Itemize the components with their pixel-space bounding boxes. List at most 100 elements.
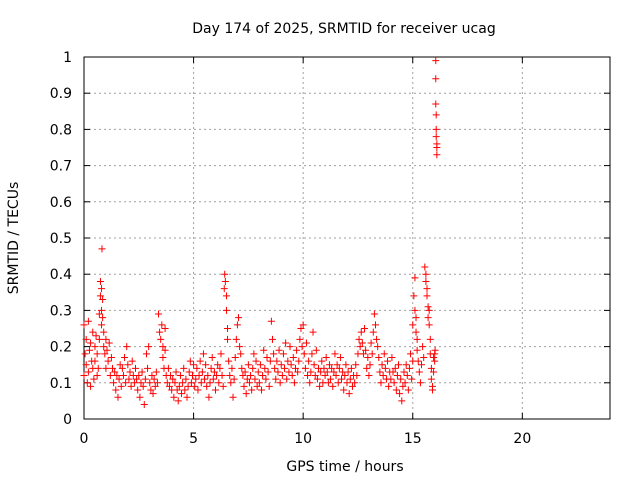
data-point	[279, 350, 287, 358]
data-point	[359, 350, 367, 358]
data-point	[344, 368, 352, 376]
data-point	[122, 379, 130, 387]
data-point	[112, 386, 120, 394]
data-point	[425, 321, 433, 329]
data-point	[422, 277, 430, 285]
data-point	[156, 328, 164, 336]
data-point	[428, 386, 436, 394]
data-point	[312, 346, 320, 354]
data-point	[247, 372, 255, 380]
data-point	[274, 368, 282, 376]
data-point	[187, 379, 195, 387]
data-point	[393, 372, 401, 380]
data-point	[119, 372, 127, 380]
data-point	[91, 357, 99, 365]
data-point	[251, 375, 259, 383]
data-point	[427, 375, 435, 383]
data-point	[170, 393, 178, 401]
data-point	[433, 151, 441, 159]
data-point	[432, 75, 440, 83]
data-point	[167, 372, 175, 380]
data-point	[188, 372, 196, 380]
data-point	[137, 379, 145, 387]
data-point	[423, 292, 431, 300]
data-point	[385, 382, 393, 390]
data-point	[87, 339, 95, 347]
data-point	[198, 368, 206, 376]
data-point	[289, 353, 297, 361]
data-point	[195, 372, 203, 380]
data-point	[83, 379, 91, 387]
data-point	[208, 353, 216, 361]
data-point	[171, 379, 179, 387]
data-point	[320, 364, 328, 372]
data-point	[197, 379, 205, 387]
data-point	[327, 375, 335, 383]
data-point	[387, 375, 395, 383]
data-point	[253, 382, 261, 390]
data-point	[390, 379, 398, 387]
data-point	[158, 321, 166, 329]
data-point	[202, 361, 210, 369]
data-point	[90, 375, 98, 383]
data-point	[121, 353, 129, 361]
data-point	[295, 357, 303, 365]
data-point	[250, 350, 258, 358]
data-point	[297, 325, 305, 332]
data-point	[348, 382, 356, 390]
data-point	[224, 325, 232, 332]
data-point	[113, 372, 121, 380]
data-point	[169, 375, 177, 383]
data-point	[204, 372, 212, 380]
data-point	[190, 361, 198, 369]
chart-title: Day 174 of 2025, SRMTID for receiver uca…	[192, 21, 495, 37]
data-point	[356, 343, 364, 351]
x-tick-label: 15	[404, 431, 422, 447]
data-point	[116, 361, 124, 369]
data-point	[270, 350, 278, 358]
data-point	[376, 368, 384, 376]
data-point	[355, 335, 363, 343]
data-point	[317, 368, 325, 376]
data-point	[411, 274, 419, 282]
data-point	[142, 350, 150, 358]
data-point	[293, 346, 301, 354]
y-tick-label: 1	[63, 50, 72, 66]
data-point	[132, 364, 140, 372]
grid	[84, 57, 610, 419]
data-point	[221, 277, 229, 285]
data-point	[357, 328, 365, 336]
data-point	[136, 393, 144, 401]
data-point	[84, 368, 92, 376]
data-point	[117, 382, 125, 390]
data-point	[432, 133, 440, 141]
data-point	[403, 372, 411, 380]
data-point	[424, 314, 432, 322]
data-point	[103, 346, 111, 354]
data-point	[80, 321, 88, 329]
data-point	[98, 321, 106, 329]
data-point	[231, 353, 239, 361]
data-point	[433, 144, 441, 151]
data-point	[381, 364, 389, 372]
data-point	[318, 357, 326, 365]
data-point	[391, 364, 399, 372]
data-point	[110, 379, 118, 387]
x-tick-label: 20	[513, 431, 531, 447]
data-point	[159, 343, 167, 351]
data-point	[135, 372, 143, 380]
data-point	[157, 335, 165, 343]
data-point	[100, 328, 108, 336]
data-point	[263, 353, 271, 361]
data-point	[81, 350, 89, 358]
data-point	[309, 328, 317, 336]
data-point	[126, 368, 134, 376]
data-point	[380, 350, 388, 358]
data-point	[335, 364, 343, 372]
data-point	[414, 357, 422, 365]
data-point	[146, 379, 154, 387]
data-point	[375, 353, 383, 361]
data-point	[368, 350, 376, 358]
data-point	[338, 375, 346, 383]
